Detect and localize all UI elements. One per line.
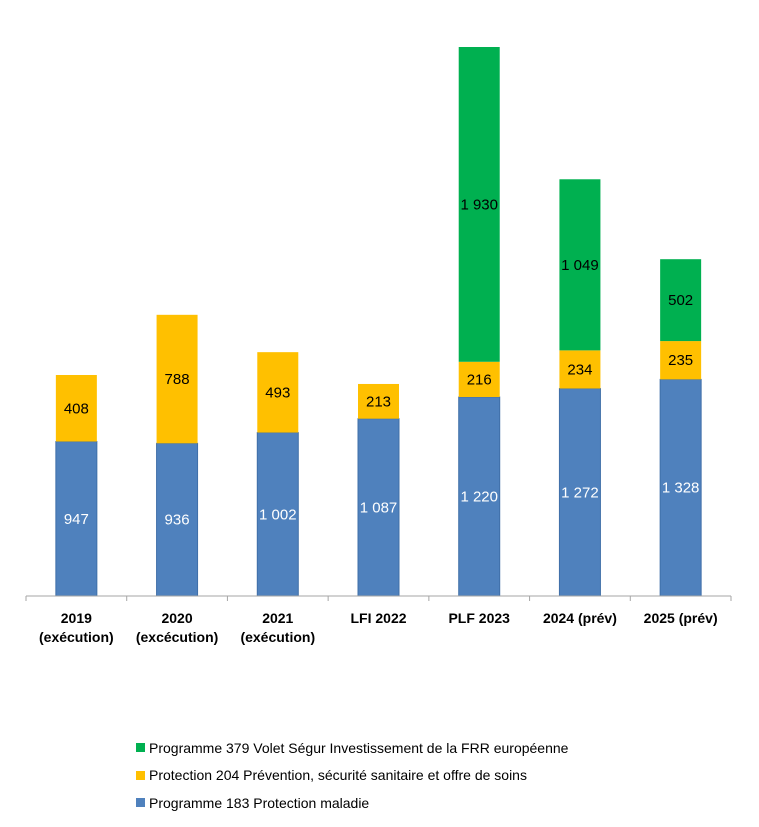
data-label-programme-183-0: 947 <box>64 511 89 528</box>
data-label-programme-204-5: 234 <box>567 361 592 378</box>
data-label-programme-379-5: 1 049 <box>561 257 599 274</box>
bar-segment-programme-183-2 <box>256 432 299 597</box>
data-label-programme-379-4: 1 930 <box>460 196 498 213</box>
data-label-programme-204-0: 408 <box>64 400 89 417</box>
x-tick-label-4: PLF 2023 <box>448 610 510 626</box>
legend-swatch <box>136 770 145 780</box>
data-label-programme-204-4: 216 <box>467 371 492 388</box>
bar-segment-programme-204-5 <box>559 350 601 389</box>
legend-label: Programme 183 Protection maladie <box>149 794 370 811</box>
data-label-programme-183-6: 1 328 <box>662 480 700 497</box>
legend-swatch <box>136 798 145 807</box>
bar-segment-programme-183-0 <box>55 441 98 597</box>
x-tick-label-1: 2020 (excécution) <box>136 610 218 645</box>
bar-segment-programme-204-4 <box>458 361 500 398</box>
data-labels-layer: 947 408 936 788 1 002 493 1 087 213 1 220 216 1 93… <box>64 196 700 528</box>
data-label-programme-204-1: 788 <box>165 371 190 388</box>
bar-segment-programme-183-6 <box>659 378 702 597</box>
legend-swatch <box>136 743 145 752</box>
data-label-programme-183-4: 1 220 <box>460 489 498 506</box>
x-tick-label-3: LFI 2022 <box>350 610 406 626</box>
x-tick-label-6: 2025 (prév) <box>644 610 718 626</box>
bar-segment-programme-204-6 <box>660 341 702 380</box>
legend-item-programme-183: Programme 183 Protection maladie <box>136 792 568 813</box>
legend-item-programme-379: Programme 379 Volet Ségur Investissement… <box>136 737 568 758</box>
data-label-programme-204-2: 493 <box>265 384 290 401</box>
bar-segment-programme-379-4 <box>458 47 500 362</box>
x-tick-label-0: 2019 (exécution) <box>39 610 114 645</box>
x-tick-label-5: 2024 (prév) <box>543 610 617 626</box>
data-label-programme-204-6: 235 <box>668 352 693 369</box>
legend-label: Protection 204 Prévention, sécurité sani… <box>149 767 527 783</box>
bar-segment-programme-204-2 <box>257 352 299 433</box>
x-tick-label-2: 2021 (exécution) <box>240 610 315 645</box>
data-label-programme-183-2: 1 002 <box>259 506 297 523</box>
legend: Programme 379 Volet Ségur Investissement… <box>136 737 568 820</box>
data-label-programme-183-1: 936 <box>165 512 190 529</box>
legend-label: Programme 379 Volet Ségur Investissement… <box>149 739 569 756</box>
bar-segment-programme-204-0 <box>55 374 97 442</box>
bar-segment-programme-204-3 <box>358 383 399 419</box>
bar-segment-programme-379-5 <box>559 179 601 351</box>
bar-segment-programme-183-5 <box>558 388 601 597</box>
data-label-programme-183-5: 1 272 <box>561 484 599 501</box>
bars-layer <box>55 47 702 597</box>
bar-segment-programme-379-6 <box>660 259 702 342</box>
legend-item-programme-204: Protection 204 Prévention, sécurité sani… <box>136 765 568 786</box>
x-axis: 2019 (exécution) 2020 (excécution) 2021 (exéc… <box>25 595 732 645</box>
data-label-programme-379-6: 502 <box>668 292 693 309</box>
data-label-programme-204-3: 213 <box>366 393 391 410</box>
bar-segment-programme-204-1 <box>156 314 198 444</box>
data-label-programme-183-3: 1 087 <box>360 499 398 516</box>
